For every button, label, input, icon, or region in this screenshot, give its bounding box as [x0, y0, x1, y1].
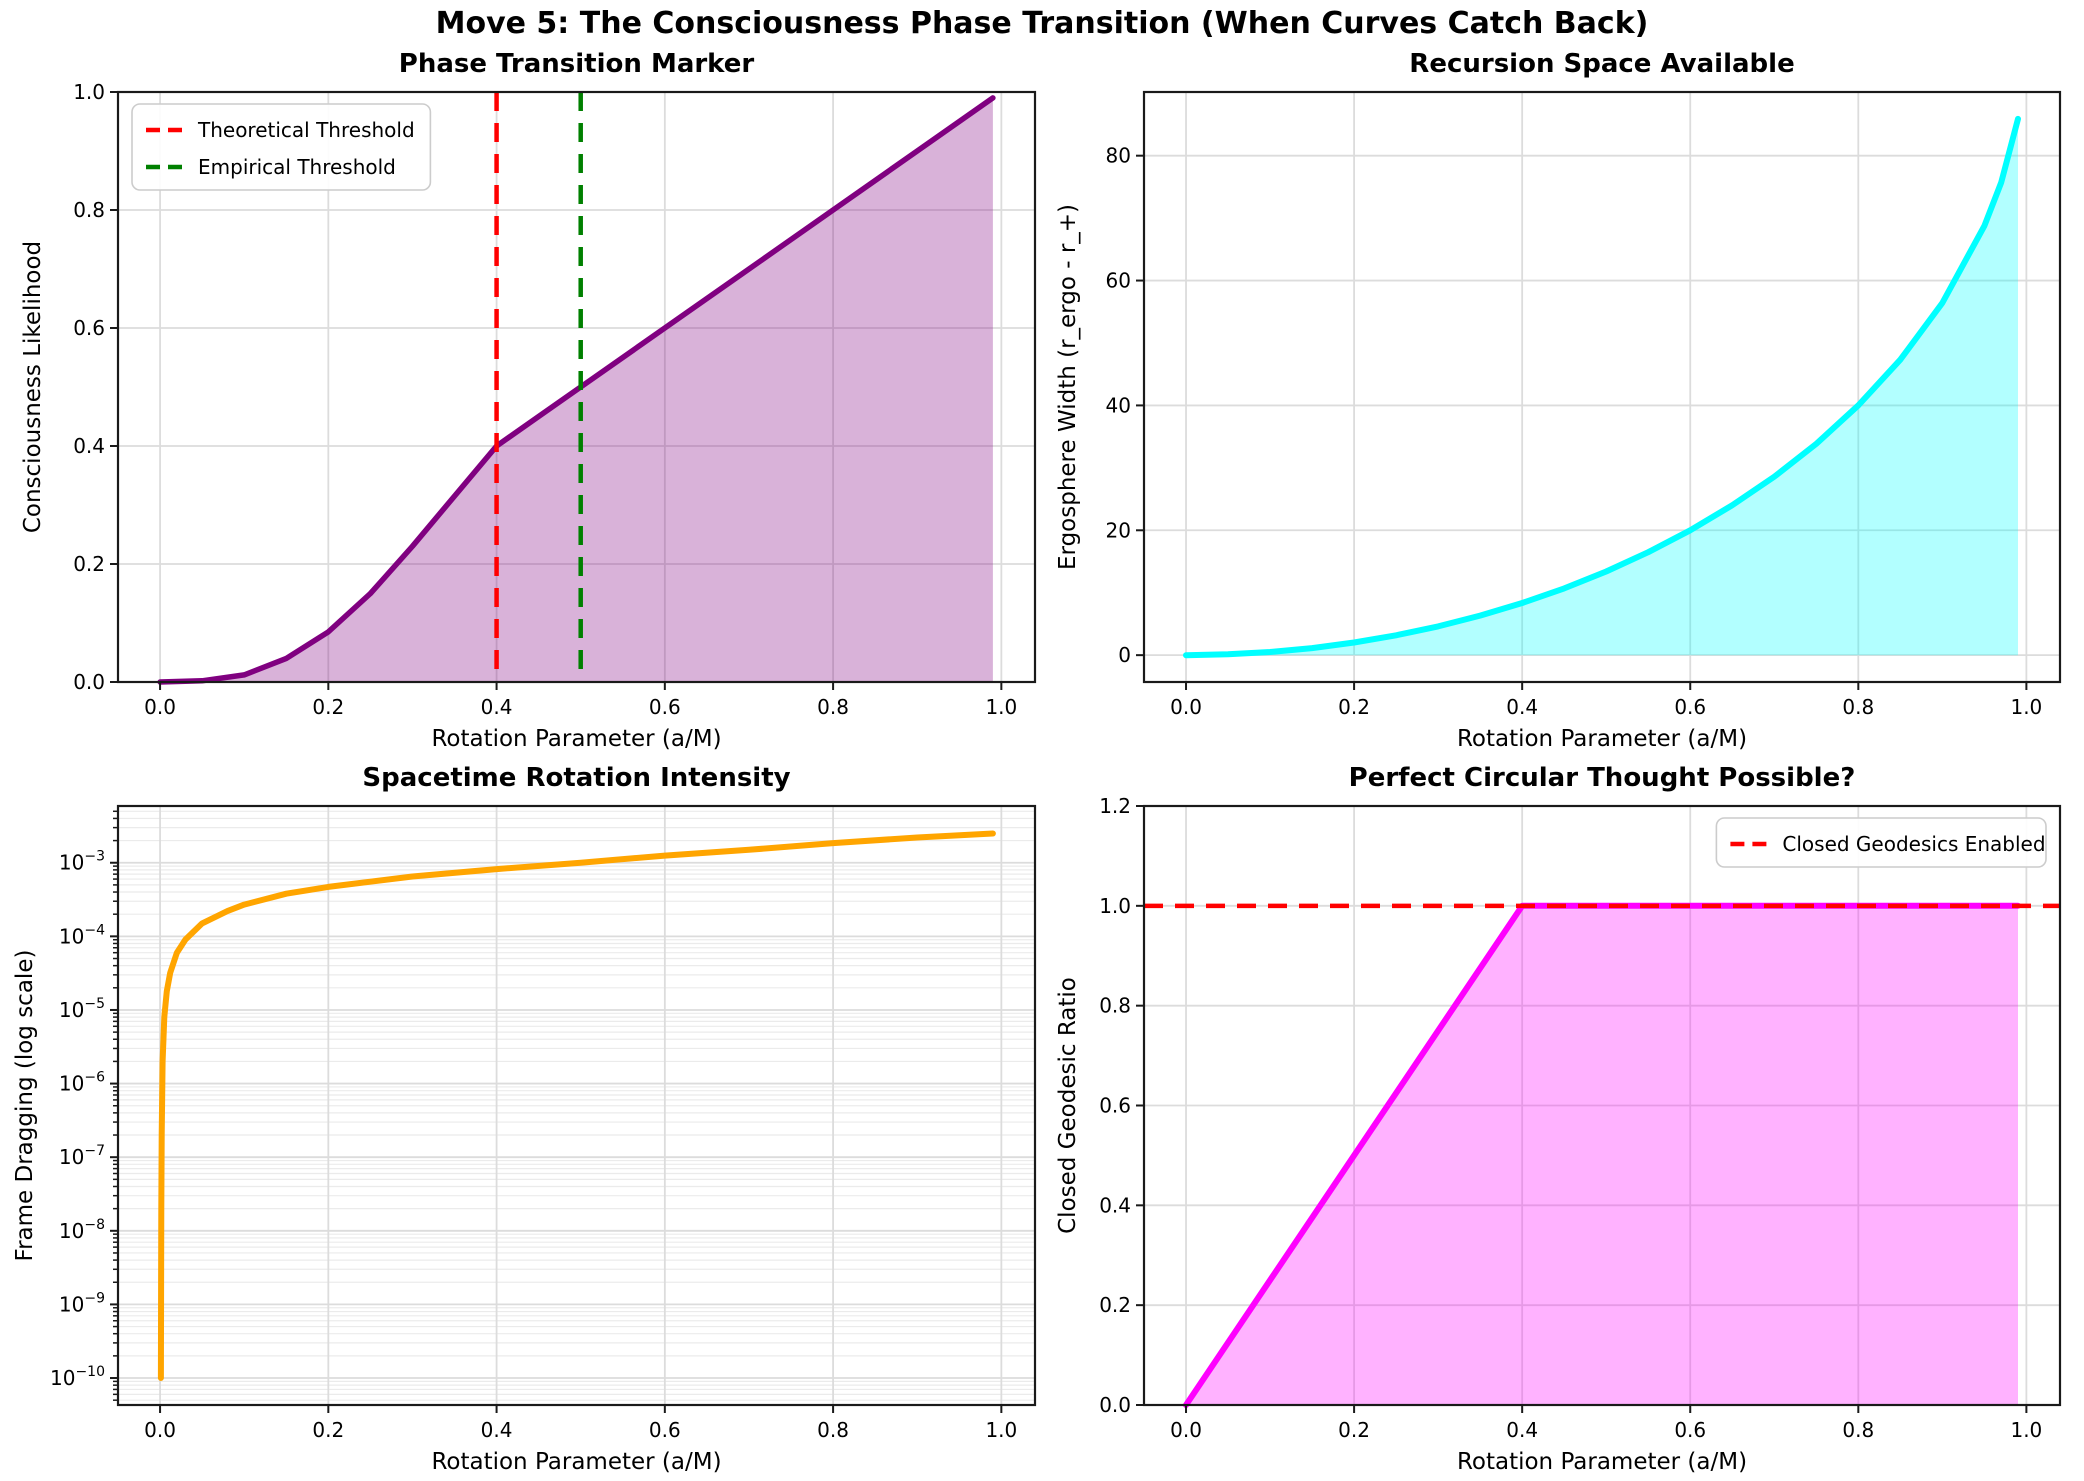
x-tick-label: 0.2	[1338, 695, 1370, 719]
area-fill-closed-geodesic-ratio	[1186, 905, 2018, 1405]
x-tick-label: 0.4	[481, 1418, 513, 1442]
axes-frame	[116, 90, 1037, 684]
y-axis-label: Consciousness Likelihood	[20, 241, 46, 533]
x-tick-label: 0.6	[649, 1418, 681, 1442]
subplot-phase-transition-marker: 0.0 0.2 0.4 0.6 0.8 1.0 0.0 0.2 0.4 0.6 0.8 1.0 Phas…	[20, 49, 1037, 752]
x-tick-label: 0.4	[1506, 1418, 1538, 1442]
y-tick-label: 80	[1106, 144, 1131, 168]
y-tick-label: 1.2	[1099, 794, 1131, 818]
y-tick-label: 0.0	[73, 670, 105, 694]
x-tick-label: 0.4	[481, 695, 513, 719]
legend-label: Closed Geodesics Enabled	[1782, 832, 2045, 856]
y-axis-label: Ergosphere Width (r_ergo - r_+)	[1055, 204, 1081, 570]
y-tick-label: 0.8	[73, 198, 105, 222]
x-tick-label: 0.8	[1842, 695, 1874, 719]
y-tick-label: 0.6	[73, 316, 105, 340]
x-tick-label: 0.6	[1674, 1418, 1706, 1442]
y-tick-label: 20	[1106, 518, 1131, 542]
x-axis-label: Rotation Parameter (a/M)	[1457, 1449, 1747, 1475]
y-axis-label: Frame Dragging (log scale)	[12, 950, 38, 1262]
x-tick-label: 1.0	[2010, 1418, 2042, 1442]
x-tick-label: 0.6	[1674, 695, 1706, 719]
y-tick-label: 10−10	[50, 1364, 105, 1390]
series-line-frame-dragging	[157, 830, 996, 1381]
legend: Closed Geodesics Enabled	[1715, 817, 2047, 868]
axes-frame	[116, 804, 1037, 1407]
y-tick-label: 10−5	[59, 996, 105, 1022]
x-tick-label: 0.0	[1170, 1418, 1202, 1442]
axes-frame	[1142, 90, 2062, 684]
x-tick-label: 1.0	[985, 695, 1017, 719]
x-tick-label: 0.0	[144, 695, 176, 719]
y-tick-label: 10−4	[59, 922, 105, 948]
legend-box	[131, 103, 432, 191]
x-axis-label: Rotation Parameter (a/M)	[431, 1449, 721, 1475]
y-tick-label: 0.0	[1099, 1393, 1131, 1417]
x-tick-label: 0.8	[817, 1418, 849, 1442]
x-tick-label: 0.2	[312, 695, 344, 719]
x-tick-label: 1.0	[2010, 695, 2042, 719]
y-tick-label: 10−6	[59, 1070, 105, 1096]
legend: Theoretical Threshold Empirical Threshold	[131, 103, 432, 191]
y-tick-label: 1.0	[73, 80, 105, 104]
y-tick-label: 10−7	[59, 1143, 105, 1169]
y-tick-label: 10−8	[59, 1217, 105, 1243]
series-line-ergosphere-width	[1183, 115, 2021, 659]
y-tick-label: 40	[1106, 393, 1131, 417]
y-tick-label: 0.2	[73, 552, 105, 576]
x-tick-label: 0.8	[817, 695, 849, 719]
y-tick-label: 10−3	[59, 849, 105, 875]
subplot-spacetime-rotation-intensity: 0.0 0.2 0.4 0.6 0.8 1.0 10−3 10−4 10−5 10−6 10−7 10…	[12, 763, 1037, 1475]
subplot-perfect-circular-thought: 0.0 0.2 0.4 0.6 0.8 1.0 0.0 0.2 0.4 0.6 0.8 1.0 1.2 P…	[1055, 763, 2062, 1475]
y-tick-label: 0.2	[1099, 1293, 1131, 1317]
subplot-title: Perfect Circular Thought Possible?	[1349, 763, 1856, 793]
subplot-title: Recursion Space Available	[1409, 49, 1794, 79]
y-tick-label: 10−9	[59, 1290, 105, 1316]
subplot-title: Spacetime Rotation Intensity	[362, 763, 790, 793]
x-tick-label: 0.6	[649, 695, 681, 719]
legend-label: Empirical Threshold	[198, 155, 396, 179]
figure-title: Move 5: The Consciousness Phase Transiti…	[436, 6, 1649, 41]
x-axis-label: Rotation Parameter (a/M)	[1457, 726, 1747, 752]
y-tick-label: 1.0	[1099, 894, 1131, 918]
x-tick-label: 0.8	[1842, 1418, 1874, 1442]
x-tick-label: 0.2	[1338, 1418, 1370, 1442]
x-tick-label: 0.0	[1170, 695, 1202, 719]
legend-label: Theoretical Threshold	[197, 118, 415, 142]
y-tick-label: 0.4	[1099, 1193, 1131, 1217]
y-tick-label: 0.6	[1099, 1094, 1131, 1118]
x-axis-label: Rotation Parameter (a/M)	[431, 726, 721, 752]
series-line-consciousness-likelihood	[157, 95, 996, 685]
subplot-recursion-space-available: 0.0 0.2 0.4 0.6 0.8 1.0 0 20 40 60 80 Recursion Spa…	[1055, 49, 2062, 752]
subplot-title: Phase Transition Marker	[399, 49, 755, 79]
x-tick-label: 0.2	[312, 1418, 344, 1442]
y-tick-label: 60	[1106, 269, 1131, 293]
y-tick-label: 0.8	[1099, 994, 1131, 1018]
x-tick-label: 1.0	[985, 1418, 1017, 1442]
legend-box	[1715, 817, 2047, 868]
y-tick-label: 0	[1118, 643, 1131, 667]
y-tick-label: 0.4	[73, 434, 105, 458]
y-axis-label: Closed Geodesic Ratio	[1055, 977, 1081, 1234]
x-tick-label: 0.0	[144, 1418, 176, 1442]
x-tick-label: 0.4	[1506, 695, 1538, 719]
area-fill-ergosphere-width	[1186, 118, 2018, 656]
